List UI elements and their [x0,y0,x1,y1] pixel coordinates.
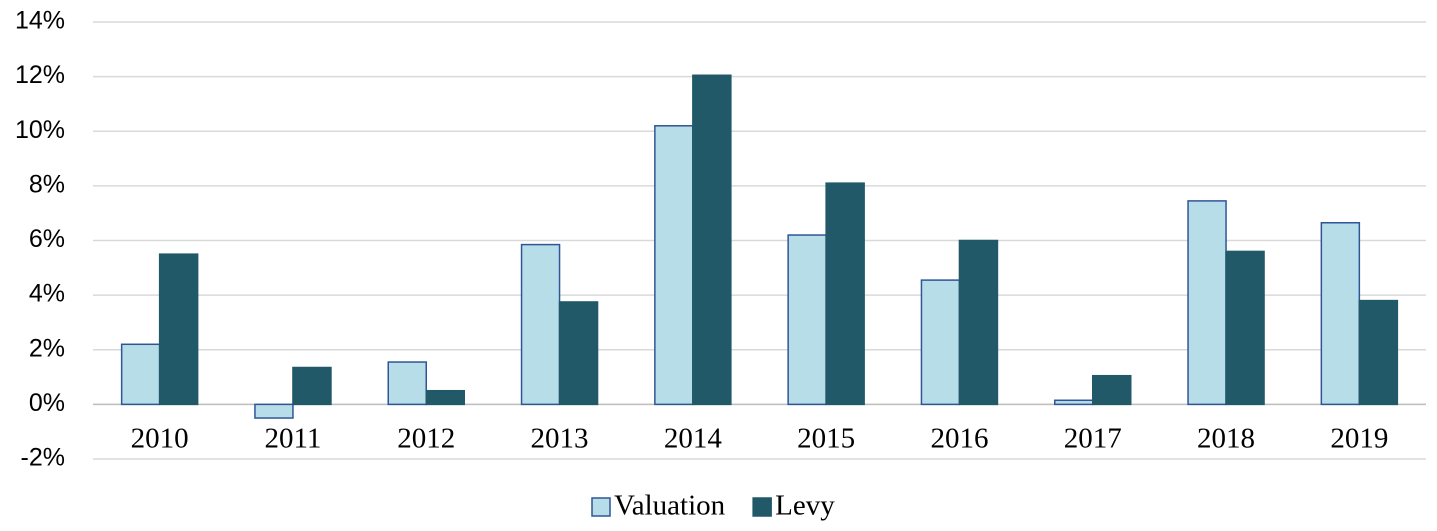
x-tick-label: 2013 [531,423,589,455]
x-tick-label: 2010 [131,423,189,455]
x-tick-label: 2018 [1197,423,1255,455]
bar [787,234,827,406]
x-tick-label: 2015 [797,423,855,455]
legend-label: Valuation [614,490,726,522]
bar [1092,374,1132,406]
bar [520,243,561,406]
bar [1054,399,1094,406]
bar [1187,200,1227,406]
y-tick-label: 6% [29,225,65,253]
bar [1320,221,1361,406]
bar [1358,299,1399,406]
y-tick-label: 10% [15,116,65,144]
y-tick-label: 8% [29,170,65,198]
x-tick-label: 2017 [1064,423,1122,455]
bar [920,279,961,406]
x-tick-label: 2012 [397,423,455,455]
bar [958,239,999,406]
bar [692,74,732,406]
x-tick-label: 2011 [264,423,321,455]
x-tick-label: 2019 [1330,423,1388,455]
bar [558,301,599,406]
bar [158,253,199,406]
bar [292,366,332,406]
x-tick-label: 2016 [930,423,988,455]
y-tick-label: 12% [15,61,65,89]
bar [1225,250,1265,406]
bar [387,361,427,406]
y-tick-label: 14% [15,7,65,35]
y-tick-label: 0% [29,389,65,417]
legend-swatch [591,497,611,517]
bar [254,403,294,419]
legend-swatch [752,497,772,517]
legend: Valuation Levy [591,490,835,522]
legend-label: Levy [775,490,835,522]
bar [425,389,465,406]
y-tick-label: -2% [21,444,65,472]
bar [120,343,161,406]
y-tick-label: 2% [29,334,65,362]
y-tick-label: 4% [29,280,65,308]
x-tick-label: 2014 [664,423,723,455]
bar [654,125,694,406]
bar [825,182,865,406]
